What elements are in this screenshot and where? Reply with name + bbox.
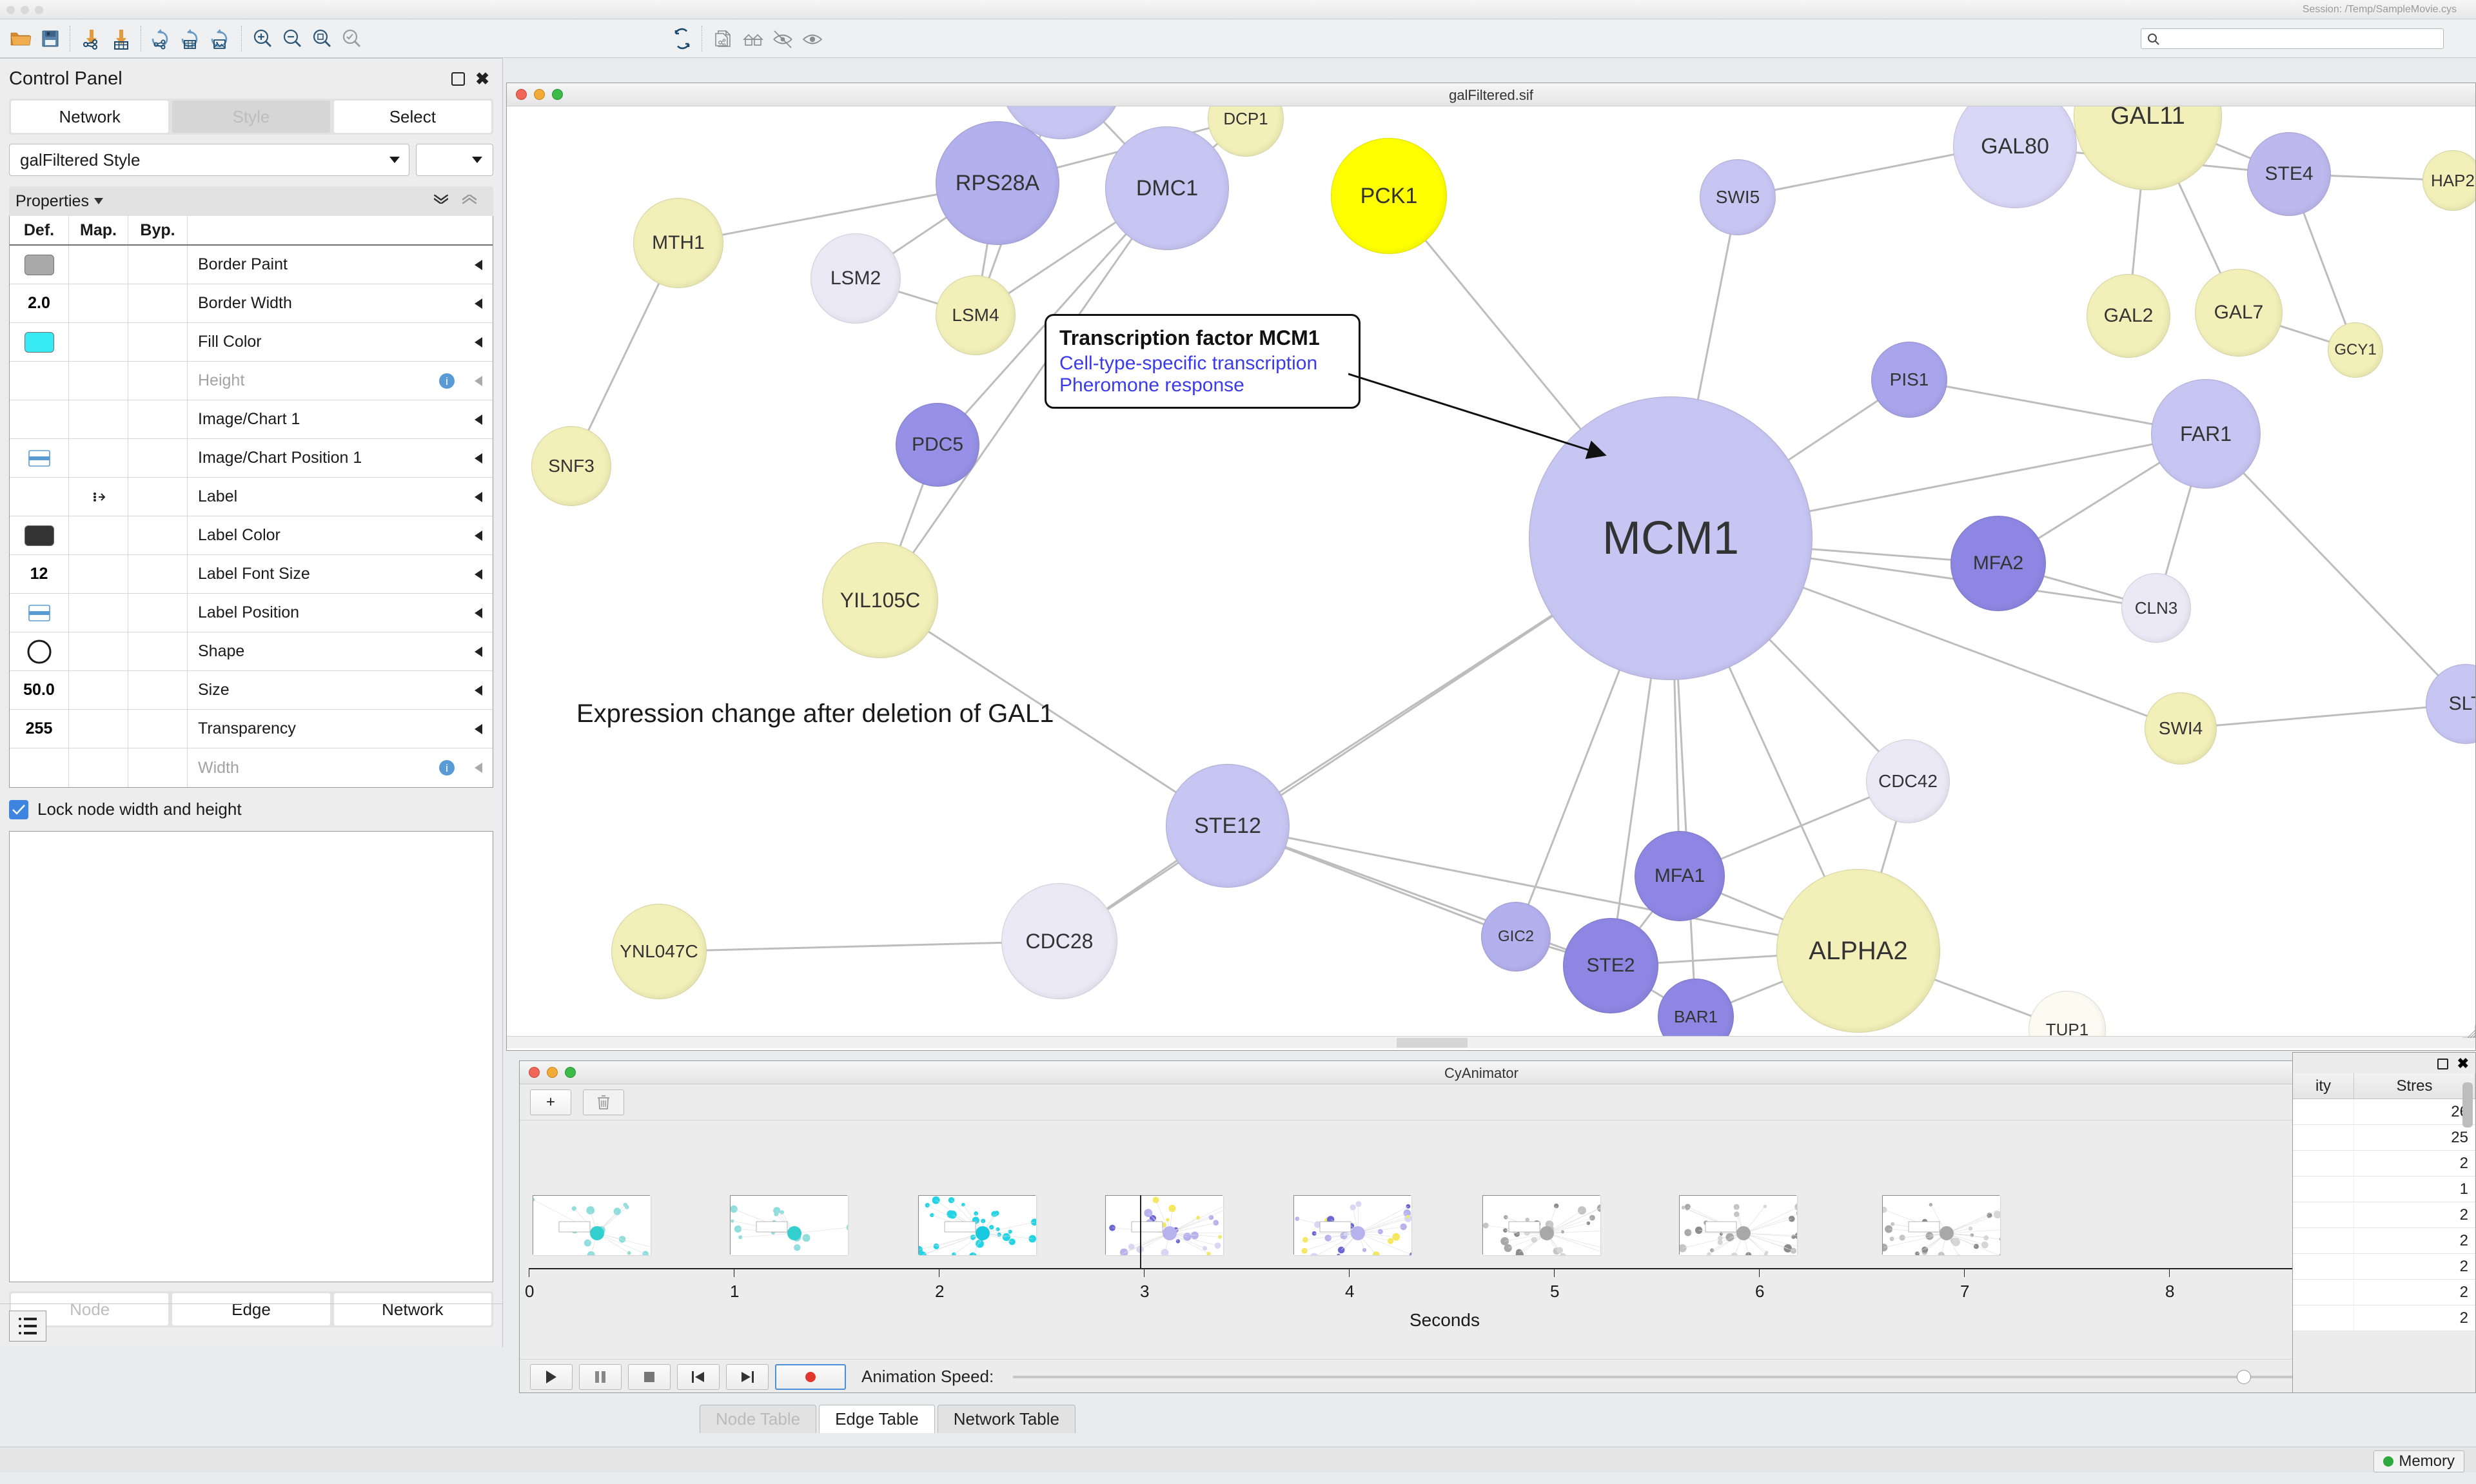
svg-text:i: i: [446, 762, 448, 774]
svg-text:i: i: [446, 375, 448, 387]
